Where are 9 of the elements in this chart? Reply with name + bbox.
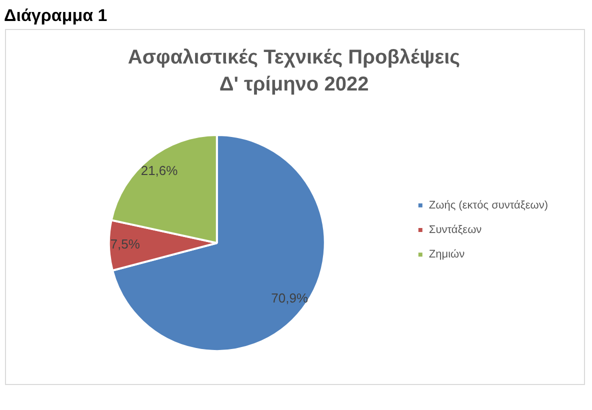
text: Διάγραμμα 1: [4, 5, 108, 26]
legend-label: Συντάξεων: [428, 224, 482, 236]
chart-subtitle: Δ' τρίμηνο 2022: [219, 74, 369, 96]
data-label: 21,6%: [140, 163, 178, 178]
legend-label: Ζωής (εκτός συντάξεων): [428, 199, 548, 212]
data-label: 7,5%: [110, 236, 140, 252]
chart-title: Ασφαλιστικές Τεχνικές Προβλέψεις: [128, 46, 460, 69]
data-label: 70,9%: [271, 290, 308, 306]
legend-label: Ζημιών: [428, 248, 466, 261]
